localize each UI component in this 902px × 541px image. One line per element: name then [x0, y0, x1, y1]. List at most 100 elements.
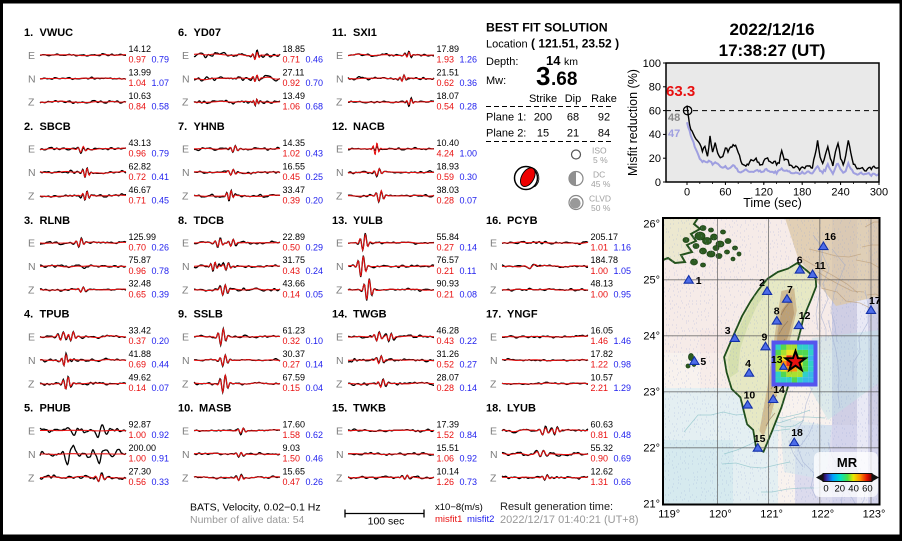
svg-text:N: N: [490, 355, 498, 367]
svg-text:1.26: 1.26: [460, 55, 478, 65]
svg-text:0.43: 0.43: [437, 336, 455, 346]
svg-text:0.45: 0.45: [152, 195, 170, 205]
svg-text:Z: Z: [28, 472, 35, 484]
svg-text:0.22: 0.22: [460, 336, 478, 346]
svg-text:125.99: 125.99: [129, 232, 157, 242]
svg-text:1.50: 1.50: [283, 454, 301, 464]
svg-text:15.51: 15.51: [437, 443, 460, 453]
svg-text:N: N: [182, 167, 190, 179]
svg-text:E: E: [182, 331, 189, 343]
svg-text:0.79: 0.79: [152, 149, 170, 159]
svg-text:0.27: 0.27: [460, 360, 478, 370]
svg-text:0.52: 0.52: [437, 360, 455, 370]
svg-text:0.56: 0.56: [129, 477, 147, 487]
svg-text:0.47: 0.47: [283, 477, 301, 487]
svg-text:205.17: 205.17: [591, 232, 619, 242]
svg-text:Location: Location: [486, 39, 528, 51]
svg-text:N: N: [182, 73, 190, 85]
svg-text:22°: 22°: [643, 443, 660, 455]
svg-text:80: 80: [649, 82, 661, 94]
svg-text:0.62: 0.62: [306, 430, 324, 440]
svg-text:Time (sec): Time (sec): [743, 196, 802, 210]
svg-text:x10−8(m/s): x10−8(m/s): [435, 502, 483, 513]
svg-text:Z: Z: [28, 97, 35, 109]
svg-text:0.28: 0.28: [437, 195, 455, 205]
svg-text:0: 0: [684, 187, 690, 199]
svg-text:0.05: 0.05: [306, 289, 324, 299]
svg-text:1.07: 1.07: [152, 78, 170, 88]
svg-text:84: 84: [598, 128, 610, 140]
svg-text:Z: Z: [28, 378, 35, 390]
svg-text:16.55: 16.55: [283, 161, 306, 171]
svg-text:14: 14: [546, 53, 561, 68]
svg-text:68: 68: [567, 112, 579, 124]
svg-text:0.71: 0.71: [283, 55, 301, 65]
svg-text:DC: DC: [593, 170, 605, 180]
svg-text:17.60: 17.60: [283, 420, 306, 430]
svg-text:14.35: 14.35: [283, 138, 306, 148]
svg-text:Z: Z: [182, 97, 189, 109]
svg-text:43.13: 43.13: [129, 138, 152, 148]
svg-text:13: 13: [771, 354, 783, 366]
svg-text:Plane 2:: Plane 2:: [486, 128, 526, 140]
svg-text:38.03: 38.03: [437, 185, 460, 195]
svg-text:ISO: ISO: [592, 146, 607, 156]
svg-text:13.99: 13.99: [129, 68, 152, 78]
svg-text:4: 4: [745, 358, 751, 370]
svg-text:27.30: 27.30: [129, 467, 152, 477]
svg-text:Z: Z: [336, 285, 343, 297]
svg-text:17.82: 17.82: [591, 349, 614, 359]
svg-text:90.93: 90.93: [437, 279, 460, 289]
svg-text:55.84: 55.84: [437, 232, 460, 242]
svg-text:N: N: [336, 355, 344, 367]
svg-text:0.58: 0.58: [152, 102, 170, 112]
svg-text:9.: 9.: [178, 309, 187, 321]
svg-text:18.85: 18.85: [283, 44, 306, 54]
svg-text:N: N: [182, 261, 190, 273]
svg-text:Z: Z: [182, 378, 189, 390]
svg-text:0.69: 0.69: [129, 360, 147, 370]
svg-text:14: 14: [773, 384, 785, 396]
svg-text:0.25: 0.25: [306, 172, 324, 182]
svg-text:49.62: 49.62: [129, 373, 152, 383]
svg-text:21.51: 21.51: [437, 68, 460, 78]
svg-text:15.: 15.: [332, 403, 347, 415]
svg-text:2: 2: [759, 277, 765, 289]
svg-text:0.39: 0.39: [152, 289, 170, 299]
svg-text:MASB: MASB: [199, 403, 231, 415]
svg-text:0.92: 0.92: [460, 454, 478, 464]
svg-text:92: 92: [598, 112, 610, 124]
svg-text:18.93: 18.93: [437, 161, 460, 171]
svg-text:120: 120: [755, 187, 773, 199]
svg-text:16: 16: [824, 231, 836, 243]
svg-text:46.67: 46.67: [129, 185, 152, 195]
svg-text:0.79: 0.79: [152, 55, 170, 65]
svg-text:11.: 11.: [332, 27, 347, 39]
svg-text:0.26: 0.26: [306, 477, 324, 487]
svg-text:Z: Z: [490, 378, 497, 390]
svg-text:E: E: [336, 425, 343, 437]
svg-text:0.14: 0.14: [460, 242, 478, 252]
svg-text:46.28: 46.28: [437, 326, 460, 336]
svg-text:0.59: 0.59: [437, 172, 455, 182]
svg-text:0.69: 0.69: [614, 454, 632, 464]
svg-text:33.42: 33.42: [129, 326, 152, 336]
svg-text:184.78: 184.78: [591, 255, 619, 265]
svg-text:Z: Z: [182, 472, 189, 484]
svg-text:1.04: 1.04: [129, 78, 147, 88]
svg-text:Misfit reduction (%): Misfit reduction (%): [626, 69, 640, 176]
svg-text:10.: 10.: [178, 403, 193, 415]
svg-text:60.63: 60.63: [591, 420, 614, 430]
svg-text:0.96: 0.96: [129, 266, 147, 276]
svg-text:40: 40: [848, 484, 859, 495]
svg-text:48: 48: [668, 112, 680, 124]
svg-text:14.12: 14.12: [129, 44, 152, 54]
svg-text:0.26: 0.26: [152, 242, 170, 252]
svg-text:km: km: [564, 56, 578, 68]
svg-text:0.68: 0.68: [306, 102, 324, 112]
svg-text:1.02: 1.02: [283, 149, 301, 159]
svg-text:21: 21: [567, 128, 579, 140]
svg-text:26°: 26°: [643, 219, 660, 231]
svg-text:12: 12: [799, 310, 811, 322]
svg-text:6: 6: [797, 255, 803, 267]
